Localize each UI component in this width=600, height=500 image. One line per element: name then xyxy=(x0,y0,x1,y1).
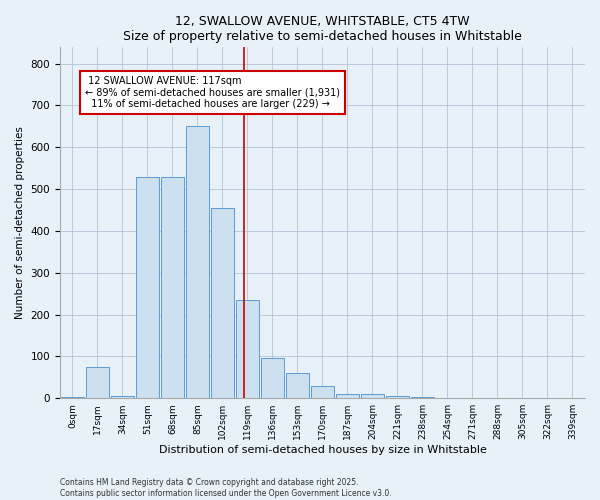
Text: Contains HM Land Registry data © Crown copyright and database right 2025.
Contai: Contains HM Land Registry data © Crown c… xyxy=(60,478,392,498)
Bar xyxy=(311,386,334,398)
Text: 12 SWALLOW AVENUE: 117sqm
← 89% of semi-detached houses are smaller (1,931)
  11: 12 SWALLOW AVENUE: 117sqm ← 89% of semi-… xyxy=(85,76,340,110)
Bar xyxy=(236,300,259,398)
Bar xyxy=(161,176,184,398)
Title: 12, SWALLOW AVENUE, WHITSTABLE, CT5 4TW
Size of property relative to semi-detach: 12, SWALLOW AVENUE, WHITSTABLE, CT5 4TW … xyxy=(123,15,522,43)
Bar xyxy=(110,396,134,398)
Bar xyxy=(335,394,359,398)
Y-axis label: Number of semi-detached properties: Number of semi-detached properties xyxy=(15,126,25,319)
Bar xyxy=(286,373,310,398)
Bar xyxy=(361,394,385,398)
Bar xyxy=(211,208,235,398)
Bar xyxy=(136,176,159,398)
X-axis label: Distribution of semi-detached houses by size in Whitstable: Distribution of semi-detached houses by … xyxy=(158,445,487,455)
Bar xyxy=(386,396,409,398)
Bar xyxy=(185,126,209,398)
Bar xyxy=(260,358,284,398)
Bar xyxy=(86,367,109,398)
